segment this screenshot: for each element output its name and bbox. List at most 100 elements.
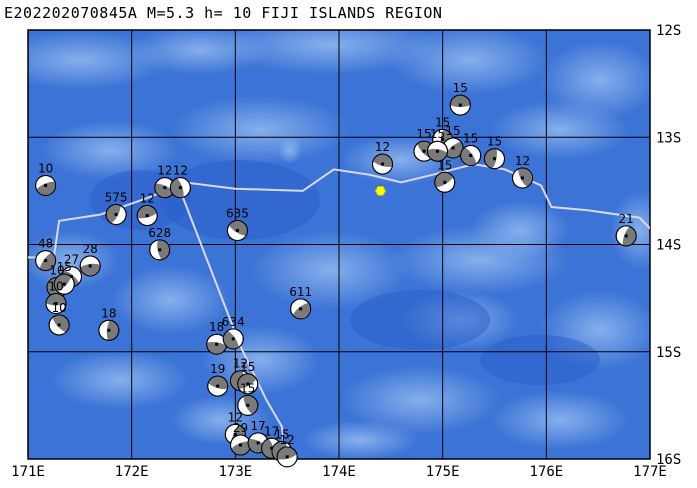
compressional-quadrant (372, 154, 393, 167)
lon-tick-label: 173E (218, 464, 252, 480)
epicenter-hexagon (374, 186, 387, 196)
beachball-center (624, 234, 628, 238)
beachball-center (381, 162, 385, 166)
event-depth-label: 12 (140, 192, 155, 206)
beachball-ring (48, 314, 70, 336)
focal-mechanism: 15 (434, 158, 456, 193)
event-depth-label: 15 (430, 127, 445, 141)
bathymetry-patch (300, 420, 420, 459)
map-frame (27, 29, 651, 460)
event-depth-label: 48 (38, 237, 53, 251)
beachball-ring (434, 171, 456, 193)
beachball-ring (79, 255, 101, 277)
beachball-ring (53, 273, 75, 295)
focal-mechanism: 10 (45, 279, 67, 314)
beachball-ring (276, 446, 298, 468)
compressional-quadrant (208, 376, 228, 390)
bathymetry-patch (340, 365, 500, 435)
beachball-center (469, 153, 473, 157)
focal-mechanism: 12 (276, 433, 298, 468)
event-depth-label: 18 (101, 306, 116, 320)
lon-tick-label: 175E (426, 464, 460, 480)
bathymetry-patch (40, 120, 180, 180)
focal-mechanism: 634 (222, 315, 245, 350)
compressional-quadrant (450, 95, 471, 108)
beachball-center (44, 184, 48, 188)
event-depth-label: 634 (222, 315, 245, 329)
focal-mechanism: 28 (79, 242, 101, 277)
focal-mechanism: 10 (35, 162, 57, 197)
event-depth-label: 628 (148, 226, 171, 240)
compressional-quadrant (36, 181, 56, 196)
beachball-ring (207, 375, 229, 397)
compressional-quadrant (223, 330, 239, 349)
bathymetry-patch (28, 230, 120, 290)
event-depth-label: 10 (48, 279, 63, 293)
event-depth-label: 15 (240, 381, 255, 395)
beachball-center (235, 229, 239, 233)
bathymetry-patch (50, 350, 190, 410)
event-depth-label: 15 (240, 360, 255, 374)
event-depth-label: 575 (105, 190, 128, 204)
event-depth-label: 15 (453, 81, 468, 95)
beachball-ring (426, 140, 448, 162)
bathymetry-patch (390, 30, 550, 95)
beachball-center (451, 146, 455, 150)
event-depth-label: 15 (487, 135, 502, 149)
compressional-quadrant (46, 293, 67, 306)
beachball-ring (460, 144, 482, 166)
beachball-center (231, 337, 235, 341)
beachball-center (44, 259, 48, 263)
focal-mechanism: 48 (35, 237, 57, 272)
map-grid (27, 29, 651, 460)
lon-tick-label: 172E (115, 464, 149, 480)
lat-tick-label: 12S (656, 23, 681, 39)
event-depth-label: 10 (38, 162, 53, 176)
compressional-quadrant (80, 263, 101, 276)
focal-mechanism: 635 (226, 207, 249, 242)
event-depth-label: 29 (233, 421, 248, 435)
beachball-center (422, 149, 426, 153)
beachball-center (178, 186, 182, 190)
event-depth-label: 15 (463, 131, 478, 145)
focal-mechanism: 15 (53, 260, 75, 295)
event-depth-label: 10 (49, 263, 64, 277)
beachball-ring (45, 292, 67, 314)
beachball-ring (149, 239, 171, 261)
plate-boundary-line (28, 163, 650, 259)
event-depth-label: 611 (289, 285, 312, 299)
compressional-quadrant (518, 168, 532, 187)
map-title: E202202070845A M=5.3 h= 10 FIJI ISLANDS … (4, 4, 443, 22)
compressional-quadrant (445, 141, 463, 158)
lon-tick-label: 174E (322, 464, 356, 480)
event-depth-label: 635 (226, 207, 249, 221)
beachball-ring (511, 167, 533, 189)
compressional-quadrant (54, 274, 72, 292)
beachball-ring (290, 298, 312, 320)
event-depth-label: 19 (210, 362, 225, 376)
event-depth-label: 12 (173, 164, 188, 178)
lon-tick-label: 177E (633, 464, 667, 480)
compressional-quadrant (39, 252, 56, 271)
compressional-quadrant (137, 206, 157, 219)
beachball-ring (237, 394, 259, 416)
event-depth-label: 12 (157, 164, 172, 178)
compressional-quadrant (435, 172, 454, 188)
beachball-ring (169, 177, 191, 199)
event-depth-label: 12 (515, 154, 530, 168)
beachball-center (107, 328, 111, 332)
bathymetry-patch (540, 40, 650, 120)
beachball-center (233, 432, 237, 436)
beachball-center (246, 382, 250, 386)
beachball-center (443, 180, 447, 184)
lat-tick-label: 16S (656, 452, 681, 468)
compressional-quadrant (243, 395, 258, 415)
bathymetry-patch (490, 100, 630, 160)
focal-mechanism: 12 (154, 164, 176, 199)
focal-mechanism: 18 (206, 320, 228, 355)
compressional-quadrant (484, 148, 498, 169)
plate-boundaries (28, 163, 650, 459)
focal-mechanism: 611 (289, 285, 312, 320)
event-depth-label: 15 (416, 127, 431, 141)
